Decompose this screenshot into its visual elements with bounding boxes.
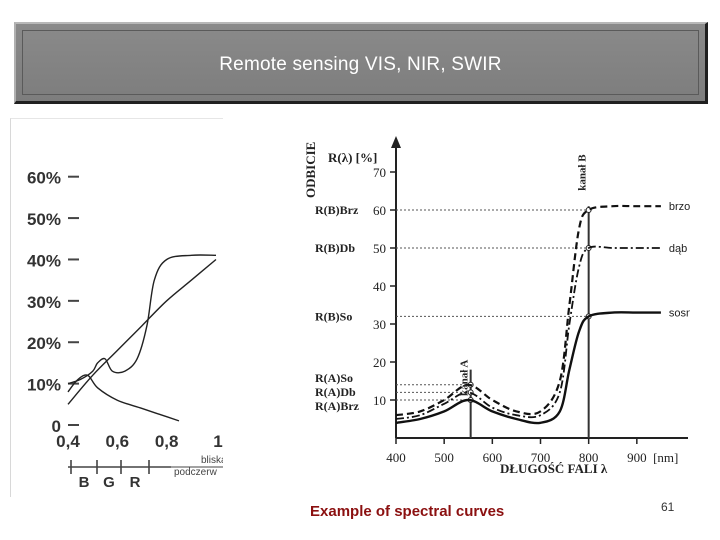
x-tick-label: 700 <box>531 450 551 465</box>
y-axis-arrow <box>391 136 401 148</box>
title-bar: Remote sensing VIS, NIR, SWIR <box>14 22 708 104</box>
y-axis-title: ODBICIE <box>303 142 318 198</box>
label-b_db: R(B)Db <box>315 241 355 255</box>
y-tick-label: 60% <box>27 169 61 188</box>
x-axis-title: DŁUGOŚĆ FALI λ <box>500 461 608 476</box>
title-frame <box>22 30 699 95</box>
y-tick-label: 50% <box>27 210 61 229</box>
band-label-b: B <box>79 474 90 491</box>
series-label-sosna: sosna <box>669 308 690 320</box>
y-tick-label: 0 <box>52 417 61 436</box>
left-curve-1 <box>67 258 217 405</box>
nir-label-2: podczerw <box>174 467 218 478</box>
y-tick-label: 40 <box>373 279 386 294</box>
slide-caption: Example of spectral curves <box>310 503 505 520</box>
label-b_so: R(B)So <box>315 309 352 323</box>
label-a_db: R(A)Db <box>315 385 356 399</box>
x-tick-label: 0,6 <box>106 432 130 451</box>
y-tick-label: 50 <box>373 241 386 256</box>
y-tick-label: 30% <box>27 293 61 312</box>
x-tick-label: 900 <box>627 450 647 465</box>
curve-brzoza <box>395 204 661 417</box>
y-unit-label: R(λ) [%] <box>328 150 377 165</box>
x-tick-label: [nm] <box>653 450 678 465</box>
label-a_brz: R(A)Brz <box>315 399 360 413</box>
y-tick-label: 20% <box>27 334 61 353</box>
label-b_brz: R(B)Brz <box>315 203 359 217</box>
y-tick-label: 10 <box>373 393 386 408</box>
y-tick-label: 20 <box>373 355 386 370</box>
y-tick-label: 70 <box>373 165 386 180</box>
left-curve-2 <box>67 254 217 385</box>
curve-sosna <box>395 311 661 425</box>
x-tick-label: 0,4 <box>56 432 80 451</box>
channel-b-label: kanał B <box>577 154 589 191</box>
left-curve-3 <box>67 374 180 422</box>
series-label-dąb: dąb <box>669 243 687 255</box>
label-a_so: R(A)So <box>315 371 353 385</box>
right-chart-svg: 10 20 30 40 50 60 70 400 500 600 700 800 900 [nm] ODBI… <box>303 136 703 476</box>
nir-label-1: bliska <box>201 455 223 466</box>
y-tick-label: 40% <box>27 251 61 270</box>
left-chart-svg: 0 10% 20% 30% 40% 50% 60% 0,4 0,6 0,8 1 BGRbliskapo… <box>27 169 227 491</box>
x-tick-label: 500 <box>434 450 454 465</box>
y-tick-label: 10% <box>27 376 61 395</box>
x-tick-label: 1 <box>213 432 222 451</box>
curve-dąb <box>395 245 661 420</box>
left-spectral-chart: 0 10% 20% 30% 40% 50% 60% 0,4 0,6 0,8 1 BGRbliskapo… <box>10 118 227 497</box>
x-tick-label: 400 <box>386 450 406 465</box>
x-tick-label: 0,8 <box>155 432 179 451</box>
y-tick-label: 30 <box>373 317 386 332</box>
y-tick-label: 60 <box>373 203 386 218</box>
band-label-g: G <box>103 474 115 491</box>
slide-title: Remote sensing VIS, NIR, SWIR <box>219 54 502 75</box>
channel-a-label: kanał A <box>459 360 471 396</box>
series-label-brzoza: brzoza <box>669 201 690 213</box>
x-tick-label: 600 <box>483 450 503 465</box>
slide-number: 61 <box>661 500 675 514</box>
x-tick-label: 800 <box>579 450 599 465</box>
right-spectral-chart: 10 20 30 40 50 60 70 400 500 600 700 800 900 [nm] ODBI… <box>295 128 703 478</box>
band-label-r: R <box>130 474 141 491</box>
